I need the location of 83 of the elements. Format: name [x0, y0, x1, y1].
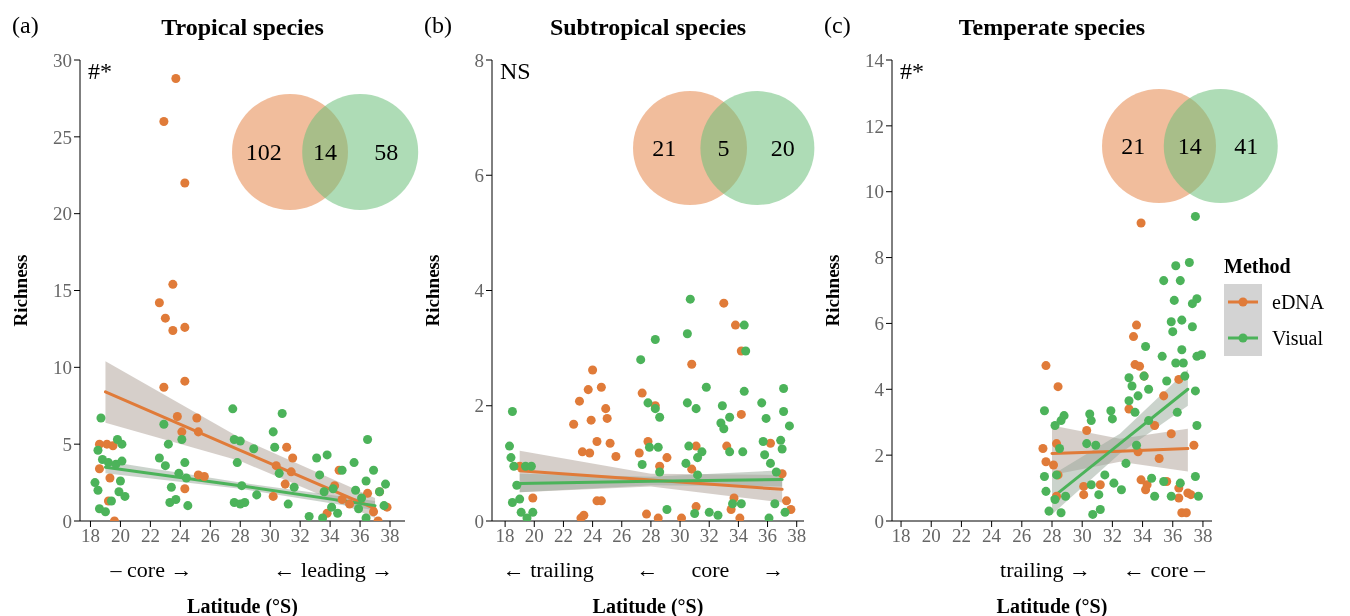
x-tick-label: 24 [982, 525, 1002, 547]
text: 41 [1234, 132, 1259, 160]
x-tick-label: 38 [380, 525, 400, 547]
y-tick-label: 15 [53, 280, 72, 302]
y-tick-label: 0 [62, 510, 72, 532]
annotation: 21 [1121, 132, 1146, 160]
y-tick-label: 20 [53, 203, 72, 225]
text: ← leading → [273, 557, 394, 583]
annotation: 14 [313, 138, 338, 166]
x-tick-label: 30 [1072, 525, 1092, 547]
x-tick-label: 32 [699, 525, 719, 547]
x-tick-label: 20 [110, 525, 130, 547]
x-tick-label: 32 [290, 525, 310, 547]
x-tick-label: 38 [1193, 525, 1213, 547]
chart-title: Temperate species [957, 14, 1147, 41]
y-axis-title: Richness [9, 254, 31, 327]
y-tick-label: 25 [53, 126, 72, 148]
y-tick-label: 5 [62, 433, 72, 455]
x-tick-label: 18 [891, 525, 911, 547]
annotation: NS [500, 58, 531, 85]
x-tick-label: 22 [951, 525, 971, 547]
x-tick-label: 24 [170, 525, 191, 547]
x-tick-label: 36 [1163, 525, 1183, 547]
x-tick-label: 18 [495, 525, 515, 547]
x-tick-label: 26 [200, 525, 220, 547]
y-tick-label: 0 [474, 510, 484, 532]
x-tick-label: 26 [612, 525, 632, 547]
annotation: 20 [770, 134, 795, 162]
y-tick-label: 4 [474, 280, 485, 302]
annotation: 58 [374, 138, 399, 166]
y-axis-title: Richness [421, 254, 443, 327]
x-tick-label: 20 [524, 525, 544, 547]
x-tick-label: 30 [670, 525, 690, 547]
text: (a) [12, 12, 39, 39]
y-tick-label: 30 [53, 49, 72, 71]
y-tick-label: 0 [874, 510, 884, 532]
y-tick-label: 12 [865, 115, 884, 137]
x-tick-label: 20 [921, 525, 941, 547]
text: ← core – [1123, 557, 1205, 583]
x-tick-label: 24 [583, 525, 603, 547]
annotation: #* [88, 58, 112, 85]
text: (c) [824, 12, 851, 39]
annotation: #* [900, 58, 924, 85]
y-axis-title: Richness [821, 254, 843, 327]
x-tick-label: 28 [641, 525, 661, 547]
x-tick-label: 22 [553, 525, 573, 547]
text: trailing → [1000, 557, 1092, 583]
y-tick-label: 2 [474, 395, 484, 417]
y-tick-label: 6 [474, 164, 484, 186]
text: ← core → [636, 557, 785, 583]
x-tick-label: 28 [1042, 525, 1062, 547]
annotation: 5 [717, 134, 730, 162]
y-tick-label: 6 [874, 313, 884, 335]
x-tick-label: 34 [1133, 525, 1153, 547]
annotation: 21 [652, 134, 677, 162]
annotation: 102 [245, 138, 282, 166]
chart-title: Tropical species [160, 14, 325, 41]
y-tick-label: 8 [474, 49, 484, 71]
y-tick-label: 14 [865, 49, 885, 71]
chart-title: Subtropical species [548, 14, 748, 41]
x-tick-label: 28 [230, 525, 250, 547]
x-tick-label: 32 [1102, 525, 1122, 547]
x-tick-label: 36 [350, 525, 370, 547]
y-tick-label: 4 [874, 379, 885, 401]
legend-label: Visual [1272, 326, 1324, 351]
x-tick-label: 34 [320, 525, 341, 547]
x-tick-label: 38 [787, 525, 807, 547]
y-tick-label: 2 [874, 444, 884, 466]
legend-title: Method [1224, 255, 1292, 278]
text: ← trailing [502, 557, 594, 583]
x-tick-label: 22 [140, 525, 160, 547]
x-tick-label: 30 [260, 525, 280, 547]
x-tick-label: 34 [728, 525, 749, 547]
legend-label: eDNA [1272, 290, 1325, 315]
x-tick-label: 18 [80, 525, 100, 547]
text: – core → [110, 557, 193, 583]
y-tick-label: 8 [874, 247, 884, 269]
y-tick-label: 10 [53, 357, 72, 379]
text: (b) [424, 12, 452, 39]
x-tick-label: 36 [758, 525, 778, 547]
x-tick-label: 26 [1012, 525, 1032, 547]
annotation: 14 [1177, 132, 1202, 160]
y-tick-label: 10 [865, 181, 884, 203]
